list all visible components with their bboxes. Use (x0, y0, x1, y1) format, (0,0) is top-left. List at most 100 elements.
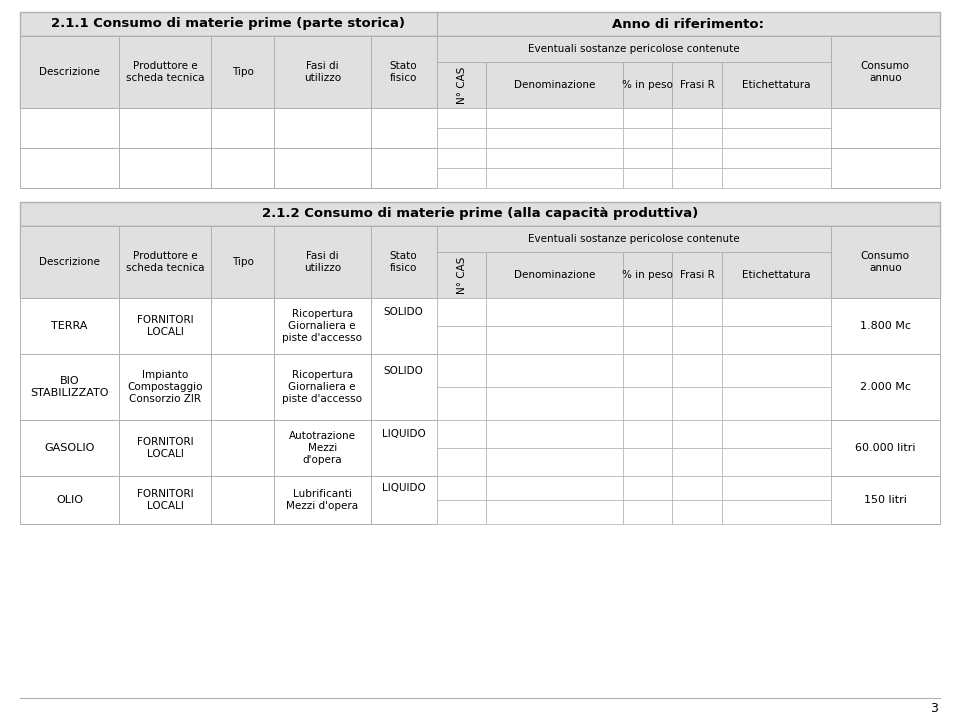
Bar (211, 298, 274, 354)
Bar (487, 387, 623, 420)
Bar (437, 168, 487, 188)
Text: Etichettatura: Etichettatura (742, 270, 810, 280)
Bar (119, 226, 211, 298)
Bar (371, 148, 437, 188)
Bar (487, 252, 623, 298)
Bar (487, 420, 623, 448)
Bar (487, 326, 623, 354)
Text: 3: 3 (930, 702, 938, 714)
Bar (20, 226, 119, 298)
Bar (20, 36, 940, 108)
Text: Etichettatura: Etichettatura (742, 80, 810, 90)
Text: Produttore e
scheda tecnica: Produttore e scheda tecnica (126, 251, 204, 273)
Bar (830, 148, 940, 188)
Text: Lubrificanti
Mezzi d'opera: Lubrificanti Mezzi d'opera (286, 489, 358, 511)
Bar (437, 108, 487, 128)
Bar (722, 128, 830, 148)
Bar (722, 62, 830, 108)
Bar (20, 420, 119, 476)
Text: 60.000 litri: 60.000 litri (855, 443, 916, 453)
Text: Tipo: Tipo (231, 67, 253, 77)
Bar (119, 476, 211, 524)
Bar (623, 252, 672, 298)
Bar (672, 448, 722, 476)
Bar (487, 500, 623, 524)
Bar (437, 148, 487, 168)
Bar (722, 387, 830, 420)
Bar (672, 252, 722, 298)
Text: % in peso: % in peso (622, 80, 673, 90)
Text: Eventuali sostanze pericolose contenute: Eventuali sostanze pericolose contenute (528, 234, 739, 244)
Bar (371, 36, 437, 108)
Bar (437, 387, 487, 420)
Text: Eventuali sostanze pericolose contenute: Eventuali sostanze pericolose contenute (528, 44, 739, 54)
Bar (437, 326, 487, 354)
Bar (722, 420, 830, 448)
Bar (672, 500, 722, 524)
Bar (672, 168, 722, 188)
Bar (274, 108, 371, 148)
Bar (623, 148, 672, 168)
Text: 2.1.1 Consumo di materie prime (parte storica): 2.1.1 Consumo di materie prime (parte st… (52, 18, 405, 31)
Bar (437, 476, 487, 500)
Text: Consumo
annuo: Consumo annuo (861, 251, 910, 273)
Text: 1.800 Mc: 1.800 Mc (860, 321, 911, 331)
Bar (672, 128, 722, 148)
Bar (830, 108, 940, 148)
Bar (437, 500, 487, 524)
Text: Descrizione: Descrizione (39, 67, 100, 77)
Bar (722, 326, 830, 354)
Bar (274, 148, 371, 188)
Text: Fasi di
utilizzo: Fasi di utilizzo (303, 61, 341, 83)
Bar (437, 226, 830, 252)
Bar (623, 326, 672, 354)
Text: Tipo: Tipo (231, 257, 253, 267)
Bar (119, 298, 211, 354)
Bar (672, 476, 722, 500)
Text: OLIO: OLIO (57, 495, 84, 505)
Bar (487, 476, 623, 500)
Bar (274, 36, 371, 108)
Bar (623, 448, 672, 476)
Bar (487, 128, 623, 148)
Bar (722, 148, 830, 168)
Bar (623, 128, 672, 148)
Text: LIQUIDO: LIQUIDO (382, 483, 425, 493)
Text: SOLIDO: SOLIDO (384, 307, 423, 317)
Bar (722, 500, 830, 524)
Text: FORNITORI
LOCALI: FORNITORI LOCALI (137, 315, 194, 337)
Bar (672, 354, 722, 387)
Bar (722, 252, 830, 298)
Bar (722, 354, 830, 387)
Bar (211, 108, 274, 148)
Bar (437, 252, 487, 298)
Bar (623, 387, 672, 420)
Text: FORNITORI
LOCALI: FORNITORI LOCALI (137, 489, 194, 511)
Bar (672, 420, 722, 448)
Bar (830, 298, 940, 354)
Text: Autotrazione
Mezzi
d'opera: Autotrazione Mezzi d'opera (289, 431, 356, 465)
Bar (672, 148, 722, 168)
Bar (623, 108, 672, 128)
Bar (672, 62, 722, 108)
Bar (437, 298, 487, 326)
Bar (20, 354, 119, 420)
Text: N° CAS: N° CAS (457, 256, 467, 293)
Text: 150 litri: 150 litri (864, 495, 906, 505)
Bar (211, 148, 274, 188)
Text: FORNITORI
LOCALI: FORNITORI LOCALI (137, 437, 194, 459)
Bar (371, 298, 437, 354)
Text: Ricopertura
Giornaliera e
piste d'accesso: Ricopertura Giornaliera e piste d'access… (282, 371, 362, 403)
Bar (487, 108, 623, 128)
Bar (830, 226, 940, 298)
Bar (672, 326, 722, 354)
Bar (672, 108, 722, 128)
Bar (722, 108, 830, 128)
Text: Stato
fisico: Stato fisico (390, 251, 418, 273)
Text: 2.1.2 Consumo di materie prime (alla capacità produttiva): 2.1.2 Consumo di materie prime (alla cap… (262, 208, 698, 221)
Bar (623, 298, 672, 326)
Bar (437, 128, 487, 148)
Bar (20, 202, 940, 226)
Text: % in peso: % in peso (622, 270, 673, 280)
Text: Produttore e
scheda tecnica: Produttore e scheda tecnica (126, 61, 204, 83)
